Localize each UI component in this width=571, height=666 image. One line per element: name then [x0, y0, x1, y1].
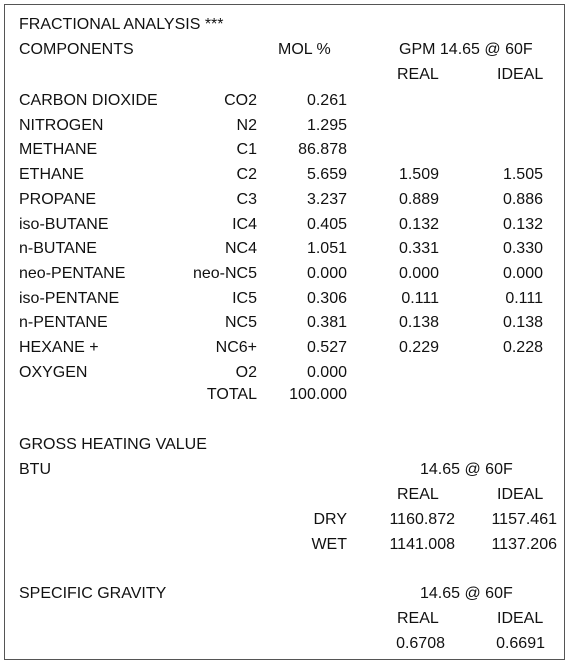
- gravity-ideal-header: IDEAL: [497, 610, 544, 627]
- component-name: METHANE: [19, 141, 98, 158]
- component-mol-value: 5.659: [306, 166, 347, 183]
- component-name: NITROGEN: [19, 117, 104, 134]
- heating-condition: 14.65 @ 60F: [420, 461, 513, 478]
- gravity-real-header: REAL: [397, 610, 439, 627]
- component-name: iso-PENTANE: [19, 290, 120, 307]
- component-mol-value: 0.261: [306, 92, 347, 109]
- report-title: FRACTIONAL ANALYSIS ***: [19, 16, 224, 33]
- component-mol-value: 0.000: [306, 364, 347, 381]
- component-mol-value: 1.295: [306, 117, 347, 134]
- mol-percent-header: MOL %: [278, 41, 331, 58]
- component-symbol: C1: [236, 141, 257, 158]
- component-gpm-ideal: 0.330: [502, 240, 543, 257]
- component-name: CARBON DIOXIDE: [19, 92, 158, 109]
- dry-label: DRY: [313, 511, 348, 528]
- component-mol-value: 0.381: [306, 314, 347, 331]
- component-gpm-real: 0.111: [401, 290, 439, 307]
- component-symbol: IC4: [232, 216, 257, 233]
- component-name: ETHANE: [19, 166, 84, 183]
- component-gpm-real: 1.509: [398, 166, 439, 183]
- heating-real-header: REAL: [397, 486, 439, 503]
- report-frame: FRACTIONAL ANALYSIS *** COMPONENTS MOL %…: [4, 4, 565, 660]
- component-mol-value: 3.237: [306, 191, 347, 208]
- component-gpm-ideal: 0.886: [502, 191, 543, 208]
- component-mol-value: 0.306: [306, 290, 347, 307]
- component-gpm-ideal: 0.000: [502, 265, 543, 282]
- gravity-ideal-value: 0.6691: [496, 635, 545, 652]
- component-gpm-real: 0.138: [398, 314, 439, 331]
- components-header: COMPONENTS: [19, 41, 134, 58]
- heating-ideal-header: IDEAL: [497, 486, 544, 503]
- component-gpm-real: 0.229: [398, 339, 439, 356]
- component-gpm-real: 0.331: [398, 240, 439, 257]
- component-name: PROPANE: [19, 191, 97, 208]
- component-gpm-ideal: 1.505: [502, 166, 543, 183]
- component-symbol: O2: [235, 364, 257, 381]
- component-mol-value: 86.878: [298, 141, 347, 158]
- component-name: neo-PENTANE: [19, 265, 126, 282]
- total-label: TOTAL: [206, 386, 257, 403]
- component-symbol: C3: [236, 191, 257, 208]
- gpm-header: GPM 14.65 @ 60F: [399, 41, 533, 58]
- component-gpm-ideal: 0.228: [502, 339, 543, 356]
- component-gpm-ideal: 0.111: [505, 290, 543, 307]
- dry-real-value: 1160.872: [389, 511, 455, 528]
- component-gpm-ideal: 0.132: [502, 216, 543, 233]
- component-mol-value: 0.000: [306, 265, 347, 282]
- wet-label: WET: [311, 536, 347, 553]
- component-symbol: NC4: [224, 240, 257, 257]
- gravity-real-value: 0.6708: [396, 635, 445, 652]
- component-name: HEXANE +: [19, 339, 99, 356]
- component-symbol: neo-NC5: [192, 265, 257, 282]
- gpm-real-header: REAL: [397, 66, 439, 83]
- btu-label: BTU: [19, 461, 51, 478]
- component-name: n-BUTANE: [19, 240, 97, 257]
- component-symbol: CO2: [224, 92, 257, 109]
- wet-real-value: 1141.008: [389, 536, 455, 553]
- component-gpm-ideal: 0.138: [502, 314, 543, 331]
- component-mol-value: 0.405: [306, 216, 347, 233]
- gravity-condition: 14.65 @ 60F: [420, 585, 513, 602]
- component-symbol: C2: [236, 166, 257, 183]
- component-symbol: NC5: [224, 314, 257, 331]
- component-name: iso-BUTANE: [19, 216, 109, 233]
- component-symbol: N2: [236, 117, 257, 134]
- component-name: n-PENTANE: [19, 314, 108, 331]
- component-mol-value: 0.527: [306, 339, 347, 356]
- component-gpm-real: 0.889: [398, 191, 439, 208]
- component-gpm-real: 0.000: [398, 265, 439, 282]
- component-name: OXYGEN: [19, 364, 88, 381]
- wet-ideal-value: 1137.206: [491, 536, 557, 553]
- gpm-ideal-header: IDEAL: [497, 66, 544, 83]
- total-mol-value: 100.000: [289, 386, 347, 403]
- heating-value-title: GROSS HEATING VALUE: [19, 436, 207, 453]
- specific-gravity-title: SPECIFIC GRAVITY: [19, 585, 167, 602]
- component-mol-value: 1.051: [306, 240, 347, 257]
- component-gpm-real: 0.132: [398, 216, 439, 233]
- dry-ideal-value: 1157.461: [491, 511, 557, 528]
- component-symbol: NC6+: [215, 339, 257, 356]
- component-symbol: IC5: [232, 290, 257, 307]
